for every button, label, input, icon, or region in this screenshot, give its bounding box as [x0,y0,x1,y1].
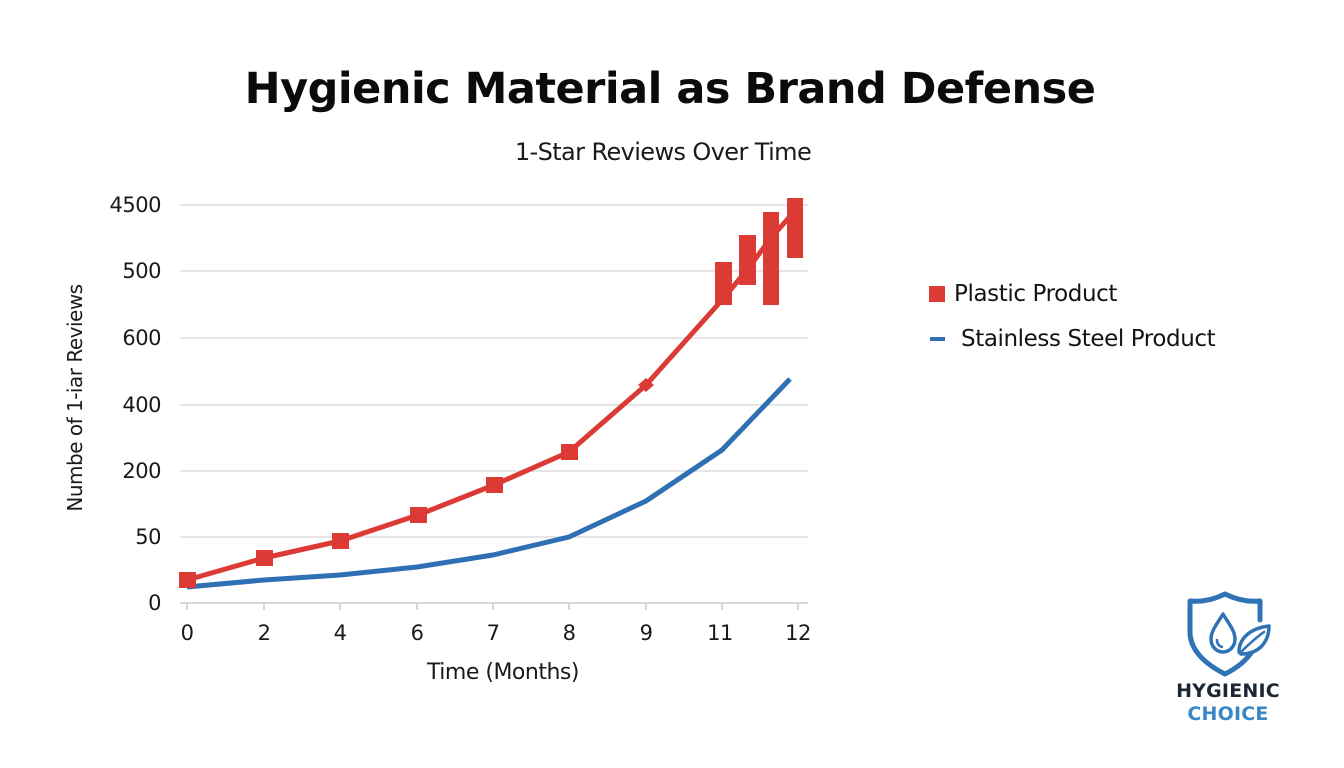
y-tick-label: 500 [122,259,161,283]
y-tick-label: 600 [122,326,161,350]
shield-drop-leaf-icon [1187,591,1271,677]
legend-item-plastic: Plastic Product [929,281,1117,307]
chart-subtitle: 1-Star Reviews Over Time [514,138,812,166]
y-tick-label: 0 [148,591,161,615]
x-tick-label: 9 [639,621,653,645]
y-tick-label: 50 [135,525,161,549]
x-tick-label: 7 [486,621,500,645]
legend-swatch-dash-icon [930,337,945,341]
x-tick-label: 2 [257,621,271,645]
x-tick-label: 12 [785,621,811,645]
y-tick-label: 200 [122,459,161,483]
logo-text-choice: CHOICE [1187,703,1269,725]
x-tick-label: 4 [333,621,347,645]
series-line-plastic [186,203,802,583]
series-markers-plastic [179,198,803,588]
logo-text-hygienic: HYGIENIC [1176,680,1280,702]
legend-label: Stainless Steel Product [961,326,1216,352]
legend-item-stainless-steel: Stainless Steel Product [930,326,1216,352]
legend-swatch-square-icon [929,286,945,302]
x-tick-label: 0 [180,621,194,645]
x-axis-label: Time (Months) [427,660,579,685]
x-tick-label: 8 [562,621,576,645]
series-line-stainless-steel [186,377,792,590]
x-axis-ticks [186,603,799,610]
gridlines [180,204,808,604]
y-tick-label: 400 [122,393,161,417]
chart-title: Hygienic Material as Brand Defense [244,64,1096,114]
x-tick-label: 6 [410,621,424,645]
legend-label: Plastic Product [954,281,1118,307]
y-tick-label: 4500 [109,193,162,217]
x-tick-label: 11 [707,621,733,645]
